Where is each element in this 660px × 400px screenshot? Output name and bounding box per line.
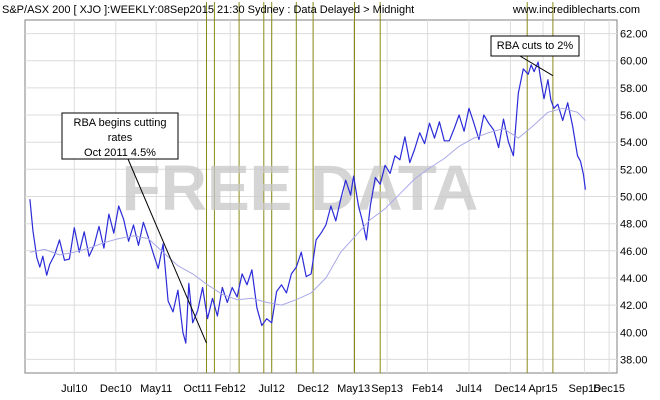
series-lines [29,61,586,344]
x-tick-label: May13 [337,383,370,395]
rate-cut-lines [206,2,554,373]
chart-title: S&P/ASX 200 [ XJO ]:WEEKLY:08Sep2015 21:… [2,4,414,16]
annotation-text: RBA cuts to 2% [497,40,574,52]
x-tick-label: Dec10 [100,383,132,395]
watermark: FREE DATA [122,152,479,224]
annotation-text: RBA begins cutting [74,117,167,129]
y-tick-label: 38.00 [620,354,648,366]
x-tick-label: Oct11 [183,383,212,395]
y-tick-label: 46.00 [620,246,648,258]
x-tick-label: Feb12 [215,383,246,395]
annotation-arrow [127,158,207,344]
annotation-box [61,112,179,160]
y-tick-label: 44.00 [620,273,648,285]
y-tick-labels: 38.00 40.00 42.00 44.00 46.00 48.00 50.00 52.00… [620,29,648,367]
x-tick-label: Dec15 [593,383,625,395]
annotation: RBA cuts to 2% [490,35,580,77]
x-tick-label: Jul14 [456,383,482,395]
y-tick-label: 56.00 [620,110,648,122]
x-tick-label: Dec14 [495,383,527,395]
x-tick-label: Apr15 [528,383,557,395]
site-url: www.incrediblecharts.com [512,4,640,16]
x-tick-labels: Jul10 Dec10 May11 Oct11 Feb12 Jul12 Dec12 May13… [61,383,625,395]
x-tick-label: Feb14 [412,383,443,395]
y-tick-label: 48.00 [620,219,648,231]
y-tick-label: 58.00 [620,83,648,95]
y-tick-label: 62.00 [620,29,648,41]
y-tick-label: 60.00 [620,56,648,68]
moving-average-line [29,107,586,306]
x-tick-label: Dec12 [297,383,329,395]
y-tick-label: 52.00 [620,164,648,176]
annotation-arrow [519,55,554,77]
annotation-box [490,35,580,57]
y-tick-label: 42.00 [620,300,648,312]
x-tick-label: Sep13 [371,383,403,395]
annotation-text: Oct 2011 4.5% [84,147,156,159]
y-tick-label: 54.00 [620,137,648,149]
annotation: RBA begins cutting rates Oct 2011 4.5% [61,112,207,344]
x-tick-label: May11 [140,383,172,395]
x-tick-label: Sep15 [568,383,600,395]
x-tick-label: Jul12 [259,383,285,395]
x-tick-label: Jul10 [61,383,87,395]
y-tick-label: 40.00 [620,327,648,339]
annotation-text: rates [108,132,133,144]
y-tick-label: 50.00 [620,192,648,204]
price-line [29,61,586,344]
